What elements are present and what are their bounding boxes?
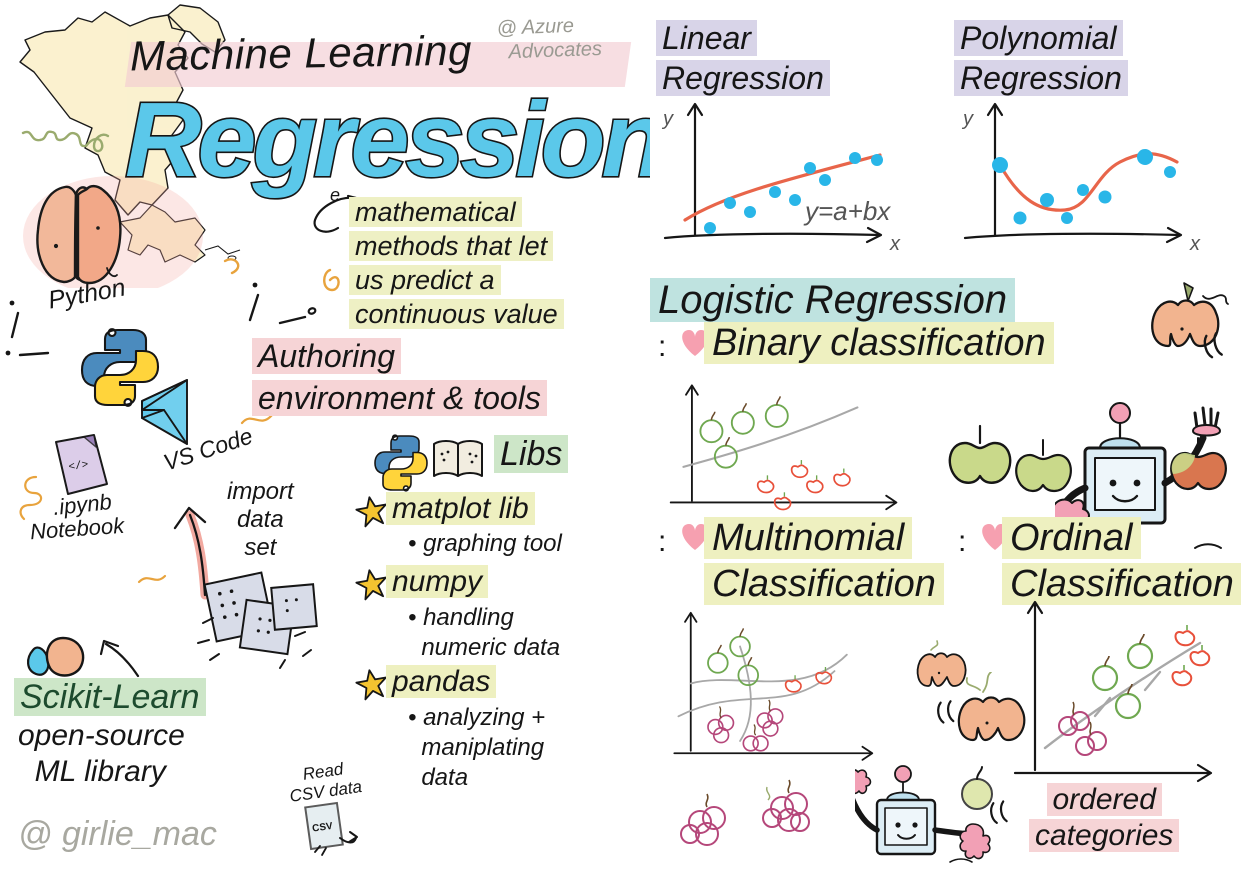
svg-text:y: y (961, 108, 974, 130)
svg-text:Regression: Regression (125, 81, 650, 199)
svg-text:x: x (1189, 233, 1201, 255)
svg-text:y: y (661, 108, 674, 130)
svg-text:y=a+bx: y=a+bx (803, 196, 891, 226)
svg-text:x: x (889, 233, 901, 255)
